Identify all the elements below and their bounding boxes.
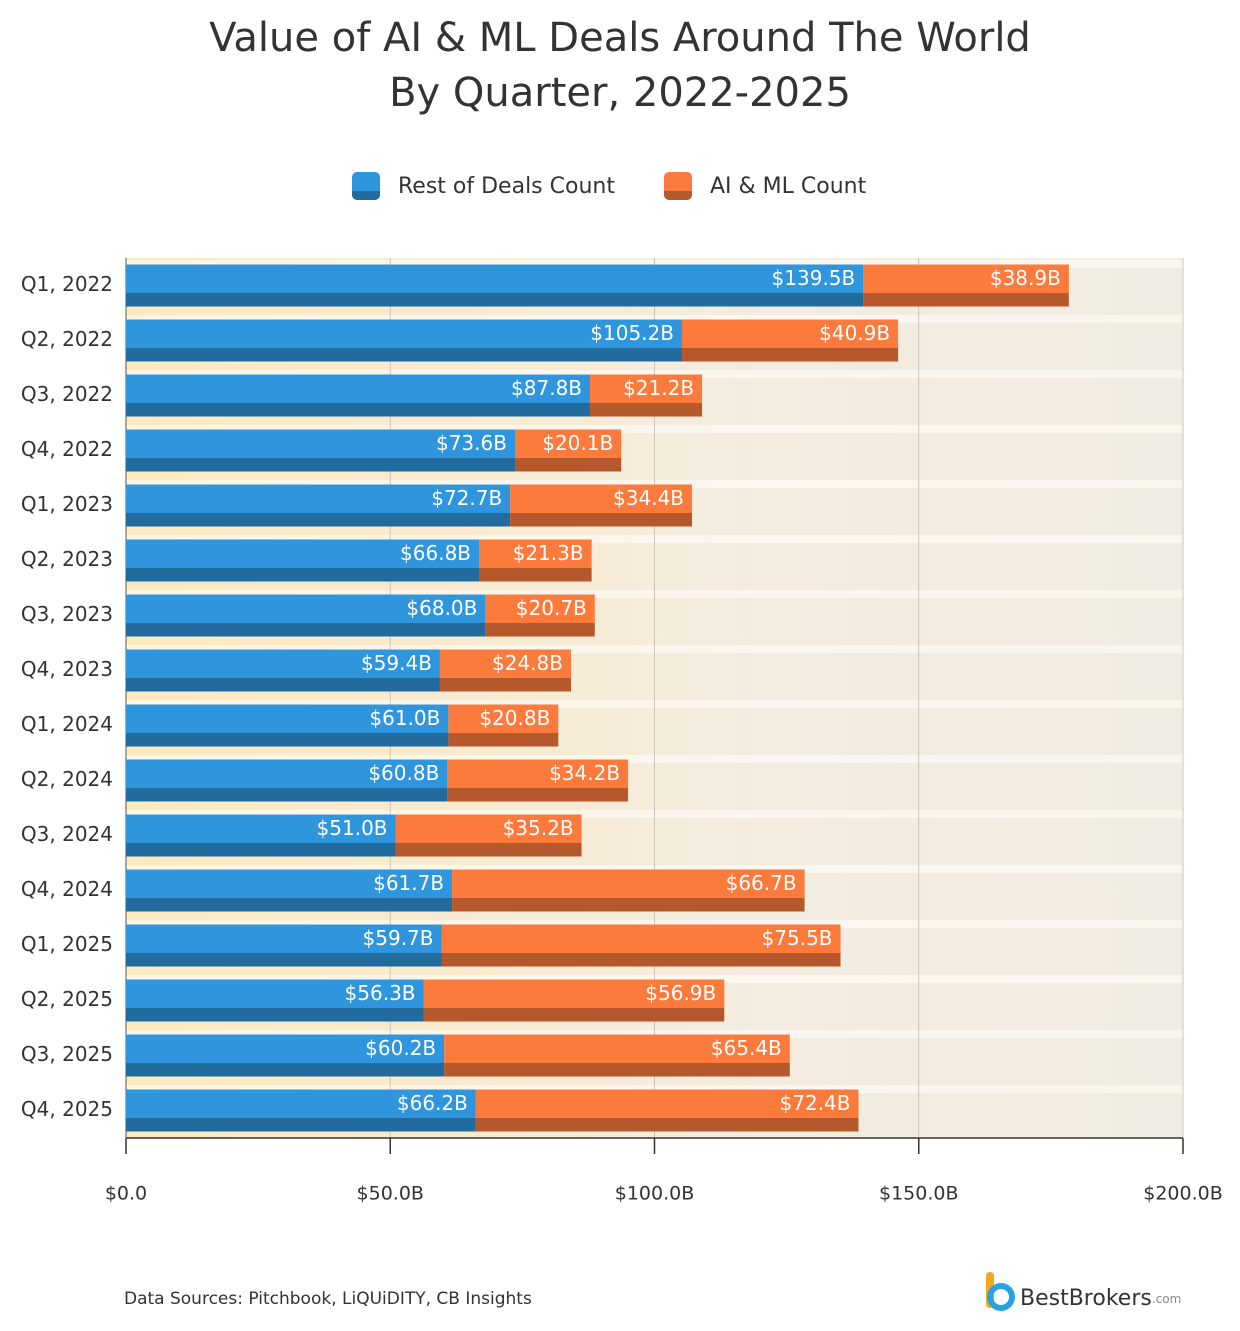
value-label: $51.0B: [317, 816, 388, 840]
y-tick-label: Q1, 2023: [21, 492, 113, 516]
bar-segment: [444, 1034, 790, 1077]
y-tick-label: Q3, 2025: [21, 1042, 113, 1066]
value-label: $60.8B: [368, 761, 439, 785]
bar-segment: [395, 814, 582, 857]
x-tick-label: $150.0B: [879, 1183, 959, 1205]
value-label: $56.3B: [345, 981, 416, 1005]
chart-subtitle: By Quarter, 2022-2025: [389, 70, 851, 116]
bar-segment: [447, 759, 629, 802]
bar-segment: [126, 484, 511, 527]
value-label: $66.7B: [726, 871, 797, 895]
bar-segment: [485, 594, 595, 637]
value-label: $21.2B: [623, 376, 694, 400]
y-tick-label: Q2, 2023: [21, 547, 113, 571]
x-tick-label: $100.0B: [615, 1183, 695, 1205]
source-note: Data Sources: Pitchbook, LiQUiDITY, CB I…: [124, 1289, 532, 1309]
bar-segment: [514, 429, 622, 472]
value-label: $66.2B: [397, 1091, 468, 1115]
bar-segment: [126, 1089, 476, 1132]
y-tick-label: Q2, 2024: [21, 767, 113, 791]
bar-segment: [126, 649, 440, 692]
bar-segment: [126, 429, 515, 472]
value-label: $20.1B: [542, 431, 613, 455]
y-tick-label: Q3, 2024: [21, 822, 113, 846]
bar-segment: [510, 484, 693, 527]
value-label: $72.7B: [431, 486, 502, 510]
y-tick-label: Q2, 2025: [21, 987, 113, 1011]
brand-name: BestBrokers.com: [1020, 1286, 1181, 1311]
value-label: $34.4B: [613, 486, 684, 510]
value-label: $56.9B: [645, 981, 716, 1005]
legend-label: Rest of Deals Count: [398, 174, 615, 199]
bar-segment: [126, 539, 480, 582]
bar-segment: [126, 759, 448, 802]
value-label: $24.8B: [492, 651, 563, 675]
bar-segment: [126, 374, 591, 417]
bar-segment: [423, 979, 725, 1022]
bar-segment: [441, 924, 841, 967]
value-label: $87.8B: [511, 376, 582, 400]
y-tick-label: Q4, 2025: [21, 1097, 113, 1121]
y-tick-label: Q3, 2023: [21, 602, 113, 626]
y-tick-label: Q3, 2022: [21, 382, 113, 406]
y-tick-label: Q1, 2022: [21, 272, 113, 296]
value-label: $65.4B: [711, 1036, 782, 1060]
brand-text: BestBrokers: [1020, 1286, 1152, 1311]
y-tick-label: Q4, 2023: [21, 657, 113, 681]
y-tick-label: Q4, 2024: [21, 877, 113, 901]
chart-title: Value of AI & ML Deals Around The World: [209, 15, 1031, 61]
y-tick-label: Q4, 2022: [21, 437, 113, 461]
value-label: $72.4B: [780, 1091, 851, 1115]
brand-logo: BestBrokers.com: [986, 1272, 1181, 1311]
legend-label: AI & ML Count: [710, 174, 867, 199]
value-label: $66.8B: [400, 541, 471, 565]
bar-segment: [126, 1034, 445, 1077]
bar-segment: [452, 869, 805, 912]
legend-swatch: [664, 172, 692, 200]
legend-swatch: [352, 172, 380, 200]
bar-segment: [126, 869, 453, 912]
value-label: $60.2B: [365, 1036, 436, 1060]
bar-segment: [590, 374, 703, 417]
bar-segment: [475, 1089, 859, 1132]
value-label: $61.0B: [369, 706, 440, 730]
bar-segment: [479, 539, 592, 582]
y-tick-label: Q1, 2024: [21, 712, 113, 736]
bar-segment: [126, 814, 396, 857]
value-label: $73.6B: [436, 431, 507, 455]
bar-segment: [126, 979, 424, 1022]
value-label: $139.5B: [772, 266, 856, 290]
value-label: $59.7B: [363, 926, 434, 950]
bar-segment: [126, 264, 864, 307]
x-tick-label: $0.0: [105, 1183, 147, 1205]
brand-suffix: .com: [1152, 1292, 1181, 1306]
value-label: $21.3B: [513, 541, 584, 565]
value-label: $59.4B: [361, 651, 432, 675]
value-label: $34.2B: [549, 761, 620, 785]
bar-segment: [126, 704, 449, 747]
logo-mark: [987, 1283, 1015, 1311]
value-label: $35.2B: [503, 816, 574, 840]
bar-segment: [681, 319, 899, 362]
bar-segment: [863, 264, 1069, 307]
value-label: $61.7B: [373, 871, 444, 895]
y-tick-label: Q2, 2022: [21, 327, 113, 351]
value-label: $20.7B: [516, 596, 587, 620]
x-tick-label: $50.0B: [357, 1183, 424, 1205]
value-label: $20.8B: [479, 706, 550, 730]
bar-segment: [448, 704, 559, 747]
value-label: $38.9B: [990, 266, 1061, 290]
value-label: $40.9B: [819, 321, 890, 345]
bar-segment: [126, 924, 442, 967]
value-label: $68.0B: [406, 596, 477, 620]
bar-segment: [126, 594, 486, 637]
bar-segment: [126, 319, 682, 362]
y-tick-label: Q1, 2025: [21, 932, 113, 956]
x-tick-label: $200.0B: [1143, 1183, 1223, 1205]
value-label: $105.2B: [590, 321, 674, 345]
value-label: $75.5B: [762, 926, 833, 950]
bar-segment: [439, 649, 571, 692]
